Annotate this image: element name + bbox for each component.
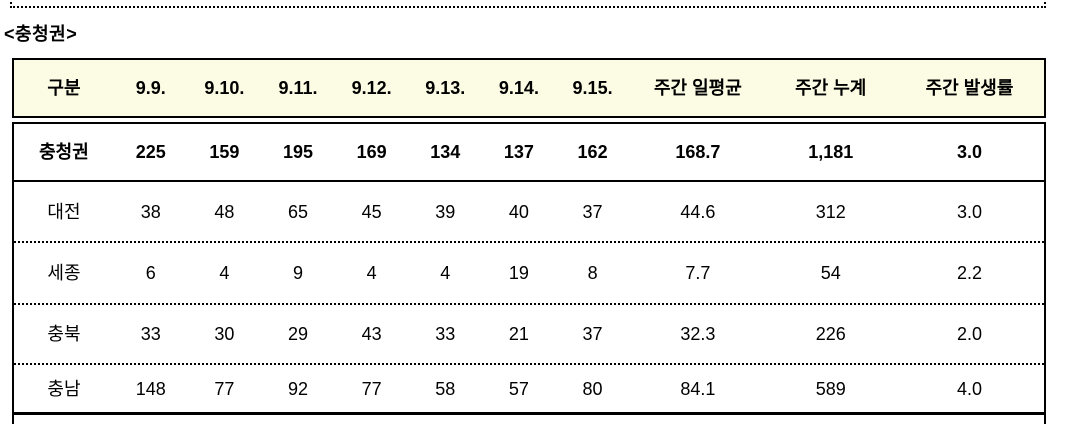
table-cell: 4 xyxy=(440,263,451,283)
table-cell: 33 xyxy=(140,324,161,344)
column-header: 구분 xyxy=(47,78,81,98)
table-cell: 29 xyxy=(287,324,309,344)
table-cell: 40 xyxy=(508,201,529,222)
table-cell: 589 xyxy=(815,378,846,399)
table-row-chungbuk: 충북 33 30 29 43 33 21 37 32.3 226 2.0 xyxy=(14,305,1044,365)
table-cell: 19 xyxy=(508,263,529,283)
table-cell: 80 xyxy=(582,378,603,399)
table-cell: 9 xyxy=(293,263,304,283)
table-cell: 159 xyxy=(209,142,240,162)
column-header: 주간 일평균 xyxy=(653,78,742,98)
table-cell: 54 xyxy=(820,263,841,283)
table-cell: 225 xyxy=(135,142,166,162)
table-row-daejeon: 대전 38 48 65 45 39 40 37 44.6 312 3.0 xyxy=(14,182,1044,243)
table-cell: 148 xyxy=(135,378,166,399)
table-cell: 30 xyxy=(214,324,235,344)
table-cell: 84.1 xyxy=(680,378,716,399)
table-cell: 137 xyxy=(503,142,534,162)
table-header-row: 구분 9.9. 9.10. 9.11. 9.12. 9.13. 9.14. 9.… xyxy=(12,58,1046,118)
table-cell: 3.0 xyxy=(957,201,983,222)
column-header: 9.9. xyxy=(135,78,166,98)
column-header: 9.12. xyxy=(351,78,392,98)
table-cell: 38 xyxy=(140,201,161,222)
dotted-divider xyxy=(10,0,1046,8)
table-cell: 6 xyxy=(145,263,156,283)
table-row-chungnam: 충남 148 77 92 77 58 57 80 84.1 589 4.0 xyxy=(14,365,1044,415)
table-cell: 43 xyxy=(361,324,382,344)
table-cell: 226 xyxy=(815,324,846,344)
table-cell: 32.3 xyxy=(680,324,716,344)
page-title: <충청권> xyxy=(4,24,78,44)
table-cell: 21 xyxy=(508,324,529,344)
table-cell: 58 xyxy=(435,378,456,399)
column-header: 9.15. xyxy=(572,78,613,98)
table-cell: 2.0 xyxy=(957,324,983,344)
table-cell: 134 xyxy=(430,142,461,162)
table-cell: 169 xyxy=(356,142,387,162)
table-cell: 7.7 xyxy=(685,263,711,283)
table-cell: 57 xyxy=(508,378,529,399)
column-header: 주간 누계 xyxy=(795,78,867,98)
column-header: 9.11. xyxy=(278,78,318,98)
table-cell: 92 xyxy=(287,378,309,399)
table-cell: 39 xyxy=(435,201,456,222)
table-body: 충청권 225 159 195 169 134 137 162 168.7 1,… xyxy=(12,122,1046,424)
table-cell: 77 xyxy=(361,378,382,399)
row-label: 세종 xyxy=(47,263,81,283)
table-cell: 4.0 xyxy=(957,378,983,399)
column-header: 9.14. xyxy=(498,78,539,98)
table-cell: 168.7 xyxy=(675,142,721,162)
table-cell: 4 xyxy=(219,263,230,283)
table-cell: 33 xyxy=(435,324,456,344)
row-label: 충청권 xyxy=(39,142,89,162)
table-cell: 3.0 xyxy=(957,142,983,162)
table-cell: 1,181 xyxy=(808,142,854,162)
column-header: 9.13. xyxy=(425,78,466,98)
column-header: 9.10. xyxy=(204,78,245,98)
table-cell: 195 xyxy=(282,142,314,162)
row-label: 충북 xyxy=(47,324,81,344)
table-cell: 37 xyxy=(582,324,603,344)
table-cell: 44.6 xyxy=(680,201,716,222)
row-label: 충남 xyxy=(47,378,81,399)
row-label: 대전 xyxy=(47,201,81,222)
table-cell: 2.2 xyxy=(957,263,983,283)
table-cell: 8 xyxy=(587,263,598,283)
table-cell: 45 xyxy=(361,201,382,222)
table-cell: 48 xyxy=(214,201,235,222)
table-row-chungcheong-total: 충청권 225 159 195 169 134 137 162 168.7 1,… xyxy=(14,124,1044,182)
table-cell: 65 xyxy=(287,201,309,222)
table-cell: 162 xyxy=(577,142,608,162)
table-cell: 77 xyxy=(214,378,235,399)
table-cell: 4 xyxy=(366,263,377,283)
table-row-sejong: 세종 6 4 9 4 4 19 8 7.7 54 2.2 xyxy=(14,243,1044,305)
table-cell: 37 xyxy=(582,201,603,222)
column-header: 주간 발생률 xyxy=(925,78,1014,98)
table-cell: 312 xyxy=(815,201,846,222)
